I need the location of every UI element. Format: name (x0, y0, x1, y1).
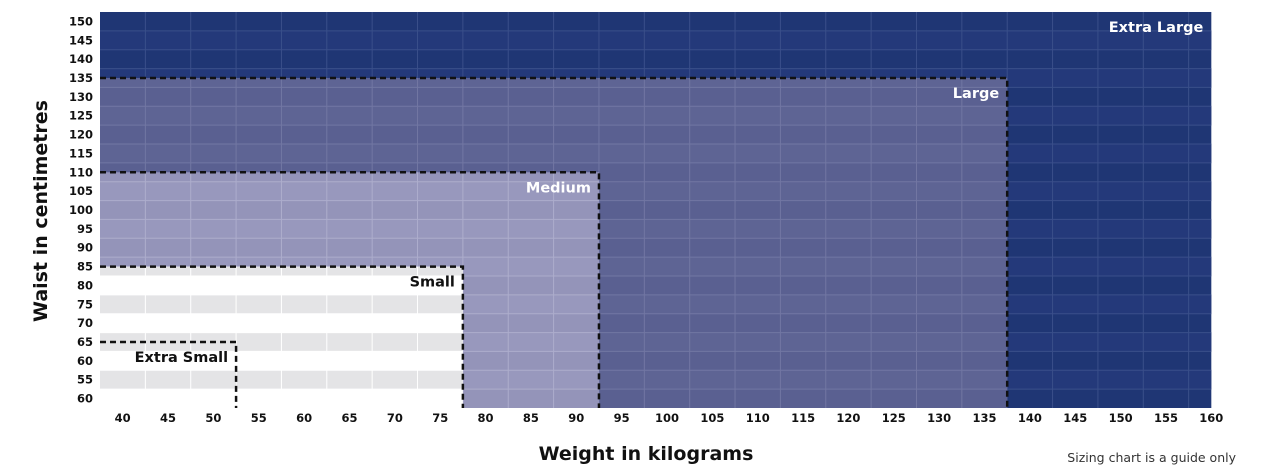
y-tick-label: 135 (69, 71, 93, 85)
x-tick-label: 155 (1154, 411, 1178, 425)
x-tick-label: 40 (115, 411, 131, 425)
x-tick-label: 135 (973, 411, 997, 425)
y-tick-label: 55 (77, 373, 93, 387)
x-tick-label: 130 (927, 411, 951, 425)
x-tick-label: 55 (251, 411, 267, 425)
x-tick-label: 75 (432, 411, 448, 425)
x-tick-label: 90 (568, 411, 584, 425)
x-tick-label: 125 (882, 411, 906, 425)
x-tick-label: 70 (387, 411, 403, 425)
y-tick-label: 65 (77, 335, 93, 349)
zone-stripe (100, 219, 599, 239)
zone-label-medium: Medium (526, 180, 591, 196)
zone-label-large: Large (953, 86, 1000, 102)
x-tick-label: 110 (746, 411, 770, 425)
x-axis-ticks: 40 45 50 55 60 65 70 75 80 85 90 95 100 105 110 115 120 1… (115, 411, 1224, 425)
y-tick-label: 85 (77, 260, 93, 274)
y-tick-label: 75 (77, 297, 93, 311)
x-tick-label: 115 (791, 411, 815, 425)
y-tick-label: 95 (77, 222, 93, 236)
guide-footnote: Sizing chart is a guide only (1067, 450, 1236, 465)
y-tick-label: 70 (77, 316, 93, 330)
y-tick-label: 130 (69, 90, 93, 104)
y-tick-label: 150 (69, 14, 93, 28)
y-tick-label: 80 (77, 278, 93, 292)
y-tick-label: 100 (69, 203, 93, 217)
y-tick-label: 110 (69, 165, 93, 179)
zone-boundary-extra-small (100, 340, 238, 408)
y-axis-title: Waist in centimetres (30, 100, 52, 322)
x-tick-label: 145 (1063, 411, 1087, 425)
x-tick-label: 95 (614, 411, 630, 425)
y-tick-label: 115 (69, 146, 93, 160)
y-tick-label: 60 (77, 354, 93, 368)
size-zones (100, 12, 1212, 408)
zone-boundary-large (100, 76, 1009, 408)
zone-label-extra-large: Extra Large (1109, 20, 1204, 36)
y-tick-label: 120 (69, 128, 93, 142)
zone-stripe (100, 181, 599, 201)
y-tick-label: 125 (69, 109, 93, 123)
x-tick-label: 140 (1018, 411, 1042, 425)
x-tick-label: 100 (655, 411, 679, 425)
zone-boundary-small (100, 265, 465, 408)
zone-label-extra-small: Extra Small (135, 350, 228, 366)
zone-labels: Extra Large Large Medium Small Extra Small (135, 20, 1204, 366)
y-tick-label: 105 (69, 184, 93, 198)
y-tick-label: 140 (69, 52, 93, 66)
y-axis-ticks: 150 145 140 135 130 125 120 115 110 105 100 95 90 85 8… (69, 14, 93, 405)
y-tick-label: 60 (77, 392, 93, 406)
x-tick-label: 50 (205, 411, 221, 425)
zone-stripe (100, 342, 237, 352)
zone-label-small: Small (410, 275, 455, 291)
x-tick-label: 45 (160, 411, 176, 425)
x-tick-label: 120 (836, 411, 860, 425)
zone-extra-small (100, 340, 238, 408)
zone-stripe (100, 30, 1212, 50)
x-tick-label: 65 (341, 411, 357, 425)
x-axis-title: Weight in kilograms (539, 443, 754, 465)
y-tick-label: 145 (69, 33, 93, 47)
x-tick-label: 105 (700, 411, 724, 425)
x-tick-label: 80 (478, 411, 494, 425)
x-tick-label: 60 (296, 411, 312, 425)
x-tick-label: 150 (1109, 411, 1133, 425)
y-tick-label: 90 (77, 241, 93, 255)
x-tick-label: 160 (1199, 411, 1223, 425)
x-tick-label: 85 (523, 411, 539, 425)
zone-stripe (100, 370, 237, 390)
